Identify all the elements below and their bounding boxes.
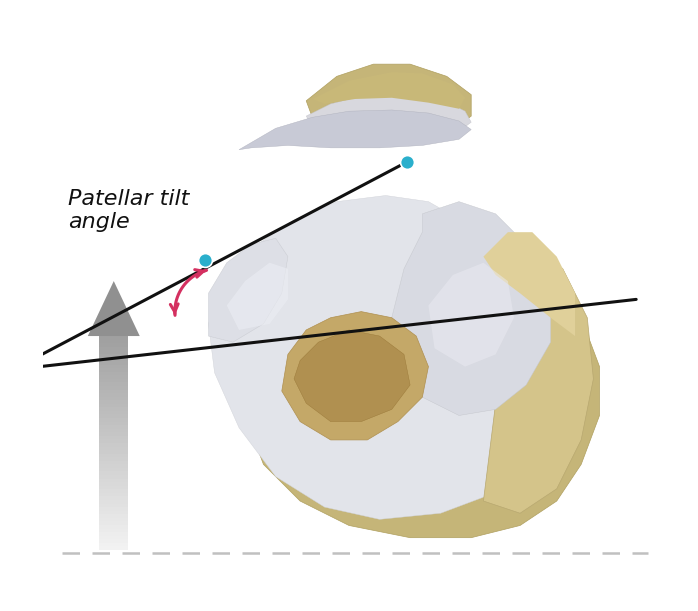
Bar [99,382,128,386]
Polygon shape [282,312,429,440]
Bar [99,543,128,546]
Bar [99,450,128,453]
Bar [99,365,128,368]
Bar [99,371,128,375]
Bar [99,496,128,500]
Bar [99,503,128,507]
Point [200,255,211,265]
Bar [99,443,128,447]
Bar [99,343,128,347]
Bar [99,429,128,433]
Bar [99,472,128,475]
Bar [99,486,128,489]
Bar [99,514,128,518]
Bar [99,439,128,443]
Bar [99,422,128,425]
Bar [99,436,128,439]
Polygon shape [312,72,465,109]
Polygon shape [227,263,288,330]
Bar [99,461,128,464]
Bar [99,521,128,525]
Bar [99,350,128,354]
Polygon shape [392,202,551,415]
Bar [99,464,128,468]
Bar [99,500,128,503]
Polygon shape [209,238,288,342]
Polygon shape [294,330,410,422]
Bar [99,379,128,382]
Bar [99,393,128,397]
Bar [99,347,128,350]
Bar [99,518,128,521]
Bar [99,529,128,532]
Polygon shape [245,208,600,538]
Polygon shape [209,196,557,519]
Bar [99,532,128,536]
Bar [99,361,128,365]
Bar [99,536,128,539]
Bar [99,368,128,371]
Bar [99,357,128,361]
Bar [99,475,128,478]
Bar [99,425,128,429]
Bar [99,400,128,404]
Bar [99,404,128,408]
Bar [99,546,128,550]
Bar [99,418,128,422]
Bar [99,525,128,529]
Bar [99,457,128,461]
Polygon shape [459,226,593,513]
Bar [99,375,128,379]
Bar [99,511,128,514]
Bar [99,507,128,511]
Bar [99,489,128,493]
Polygon shape [306,64,471,142]
Bar [99,453,128,457]
Polygon shape [239,110,471,150]
Bar [99,433,128,436]
Bar [99,414,128,418]
Polygon shape [306,93,471,139]
Bar [99,408,128,411]
Polygon shape [484,232,575,336]
Text: Patellar tilt
angle: Patellar tilt angle [68,189,189,232]
Bar [99,482,128,486]
Bar [99,340,128,343]
Bar [99,478,128,482]
Bar [99,386,128,390]
Bar [99,390,128,393]
Bar [99,411,128,414]
Polygon shape [429,263,514,367]
Bar [99,447,128,450]
Point [401,157,413,167]
Bar [99,354,128,357]
Bar [99,336,128,340]
Bar [99,468,128,472]
Bar [99,397,128,400]
Polygon shape [88,281,140,336]
Bar [99,493,128,496]
Bar [99,539,128,543]
